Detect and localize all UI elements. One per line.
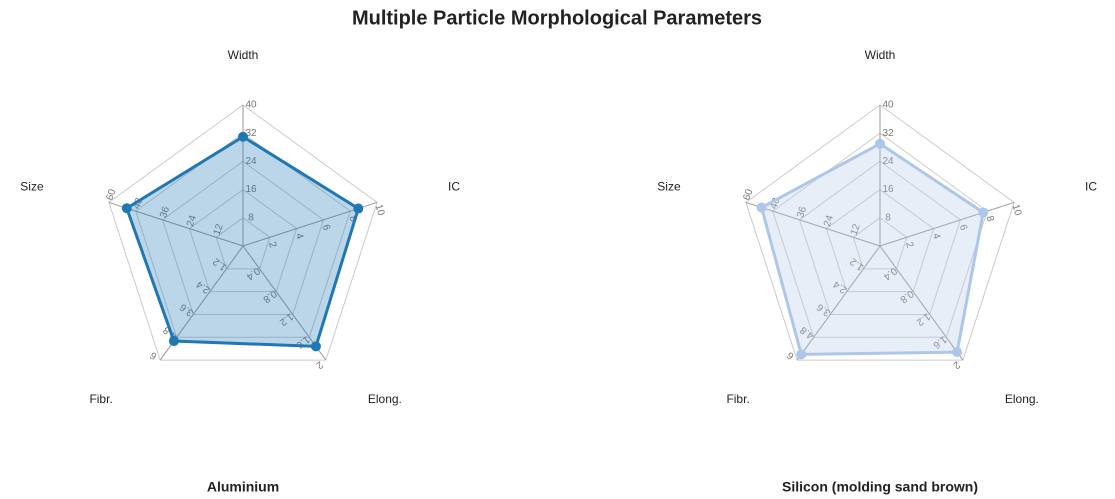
tick-label: 2 [950,359,961,371]
tick-label: 12 [849,222,863,236]
tick-label: 6 [785,349,796,361]
tick-label: 24 [245,156,257,167]
grid-ring [772,132,988,338]
axis-label: Fibr. [726,392,749,406]
tick-label: 6 [957,223,969,232]
data-point [310,341,321,352]
grid-ring [745,104,1015,361]
axis-label: Width [865,48,896,62]
tick-label: 40 [882,100,894,111]
grid-ring [798,160,962,315]
tick-label: 10 [1009,203,1023,217]
axis-label: Fibr. [89,392,112,406]
chart-title: Multiple Particle Morphological Paramete… [352,7,762,29]
tick-label: 24 [882,156,894,167]
axis-spoke [879,245,964,361]
tick-label: 60 [105,187,119,201]
tick-label: 32 [245,128,257,139]
tick-label: 2 [313,359,324,371]
tick-label: 6 [320,223,332,232]
tick-label: 8 [248,212,254,223]
tick-label: 10 [372,203,386,217]
tick-label: 12 [212,222,226,236]
axis-spoke [796,245,881,361]
axis-label: Size [657,179,681,193]
grid-ring [135,132,351,338]
tick-label: 8 [984,214,996,223]
tick-label: 40 [245,100,257,111]
axis-label: Width [228,48,259,62]
data-point [168,336,179,347]
grid-ring [825,188,935,293]
axis-label: IC [1085,179,1097,193]
axis-label: Size [20,179,44,193]
tick-label: 2 [903,241,915,250]
tick-label: 16 [245,184,257,195]
grid-ring [108,104,378,361]
data-point [756,202,767,213]
tick-label: 24 [185,214,199,228]
data-point [875,138,885,149]
data-point [978,207,989,218]
subplot-title: Silicon (molding sand brown) [782,479,978,495]
tick-label: 8 [885,212,891,223]
data-point [238,131,248,142]
grid-ring [852,217,908,270]
axis-label: IC [448,179,460,193]
subplot-title: Aluminium [207,479,279,495]
grid-ring [161,160,325,315]
series-area [124,134,361,348]
data-point [796,349,807,360]
tick-label: 16 [882,184,894,195]
axis-spoke [879,201,1015,247]
data-point [121,203,132,214]
grid-ring [188,188,298,293]
tick-label: 6 [148,349,159,361]
series-area [759,142,985,356]
axis-spoke [242,245,327,361]
tick-label: 4 [293,232,305,241]
axis-spoke [745,201,881,247]
tick-label: 8 [347,214,359,223]
grid-ring [215,217,271,270]
data-point [353,203,364,214]
tick-label: 36 [795,205,809,219]
tick-label: 4 [930,232,942,241]
axis-label: Elong. [368,392,402,406]
tick-label: 32 [882,128,894,139]
tick-label: 2 [266,241,278,250]
tick-label: 60 [742,187,756,201]
axis-label: Elong. [1005,392,1039,406]
data-point [952,347,963,358]
tick-label: 24 [822,214,836,228]
tick-label: 36 [158,205,172,219]
